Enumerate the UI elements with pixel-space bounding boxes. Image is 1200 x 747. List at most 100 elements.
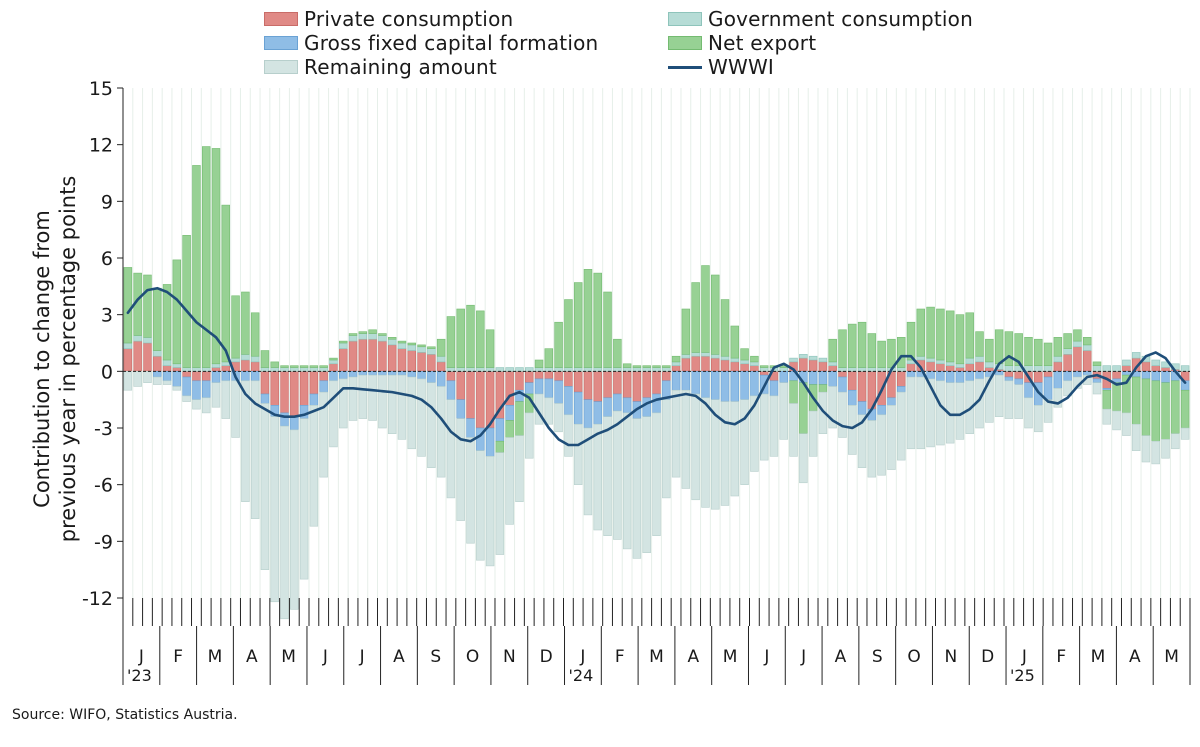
bar-gov (857, 367, 867, 372)
bar-gov (319, 367, 328, 372)
bar-gov (485, 367, 495, 372)
bar-remain (1180, 427, 1190, 440)
legend-item-net-export: Net export (668, 31, 816, 55)
bar-gfcf (877, 405, 886, 416)
bar-private (368, 338, 377, 372)
bar-netexp (270, 361, 279, 368)
bar-gov (701, 352, 710, 357)
bar-gfcf (945, 371, 955, 383)
bar-gov (1180, 365, 1190, 372)
bar-remain (750, 395, 759, 472)
bar-netexp (153, 287, 162, 351)
bar-netexp (358, 331, 368, 334)
bar-private (965, 363, 974, 372)
bar-remain (446, 399, 456, 499)
bar-private (143, 342, 152, 372)
bar-private (750, 365, 759, 372)
bar-private (730, 361, 740, 372)
bar-netexp (799, 382, 808, 434)
bar-gov (936, 359, 945, 365)
bar-gfcf (1151, 371, 1160, 382)
bar-remain (926, 378, 935, 448)
bar-remain (407, 376, 416, 450)
bar-gfcf (642, 397, 651, 417)
bar-netexp (436, 338, 446, 357)
bar-remain (515, 435, 524, 502)
bar-gov (1083, 344, 1092, 351)
bar-gfcf (1004, 376, 1014, 382)
x-month-label: M (649, 647, 664, 667)
x-month-label: J (763, 647, 769, 667)
bar-netexp (691, 282, 700, 353)
bar-remain (613, 410, 622, 540)
x-year-label: '25 (1010, 666, 1035, 685)
bar-netexp (182, 235, 191, 368)
bar-gfcf (593, 401, 602, 425)
bar-remain (1053, 388, 1063, 408)
bar-gov (867, 367, 877, 372)
bar-gfcf (671, 371, 681, 391)
bar-remain (250, 380, 260, 519)
bar-netexp (544, 348, 554, 368)
bar-gfcf (603, 397, 612, 417)
bar-gov (231, 357, 240, 363)
bar-gfcf (994, 371, 1004, 376)
legend-swatch-private-consumption (264, 12, 298, 26)
x-month-label: O (466, 647, 479, 667)
bar-netexp (848, 323, 857, 368)
bar-gfcf (358, 371, 368, 376)
bar-remain (759, 393, 769, 461)
bar-gov (1004, 365, 1014, 372)
bar-gov (671, 361, 681, 366)
bar-gfcf (857, 401, 867, 416)
bar-gfcf (613, 393, 622, 412)
bar-gov (955, 363, 965, 368)
bar-netexp (955, 314, 965, 365)
bar-netexp (417, 344, 426, 348)
bar-remain (769, 395, 779, 457)
bar-gfcf (201, 380, 211, 399)
x-month-label: A (687, 647, 699, 667)
bar-private (1122, 365, 1131, 372)
bar-gfcf (525, 382, 534, 395)
bar-private (153, 355, 162, 372)
bar-private (299, 371, 309, 406)
bar-private (818, 361, 828, 372)
bar-netexp (299, 365, 309, 368)
bar-private (720, 359, 730, 372)
bar-private (926, 361, 935, 372)
bar-netexp (260, 350, 270, 368)
bar-gfcf (505, 405, 514, 421)
x-month-label: A (246, 647, 258, 667)
legend-line-wwwi (668, 65, 702, 69)
bar-private (1161, 367, 1170, 372)
x-month-label: J (1021, 647, 1027, 667)
legend-label-wwwi: WWWI (708, 55, 775, 79)
bar-gov (495, 367, 505, 372)
bar-netexp (495, 440, 505, 453)
bar-gov (260, 367, 270, 372)
bar-gfcf (1092, 378, 1102, 383)
bar-gfcf (319, 380, 328, 393)
bar-netexp (427, 346, 436, 349)
bar-private (427, 354, 436, 372)
bar-gfcf (897, 386, 906, 393)
bar-gov (652, 367, 661, 372)
bar-private (1112, 371, 1121, 380)
bar-netexp (867, 333, 877, 368)
bar-gfcf (544, 378, 554, 399)
bar-gov (877, 367, 886, 372)
bar-netexp (945, 310, 955, 363)
bar-gfcf (260, 393, 270, 404)
bar-private (348, 340, 358, 372)
bar-netexp (740, 348, 749, 361)
legend-item-private-consumption: Private consumption (264, 7, 513, 31)
bar-netexp (554, 321, 563, 368)
bar-remain (838, 391, 847, 438)
line-wwwi (126, 286, 1187, 447)
bar-gov (838, 367, 847, 372)
bar-netexp (505, 420, 514, 438)
y-tick-label: -6 (94, 475, 113, 497)
x-month-label: S (430, 647, 441, 667)
bar-gov (818, 357, 828, 363)
